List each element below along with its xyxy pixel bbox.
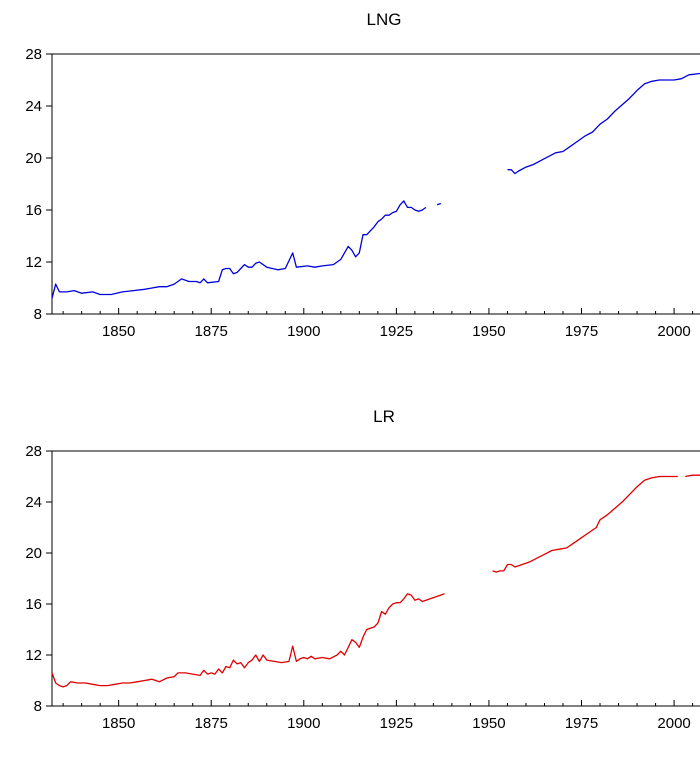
x-tick-label: 1850 xyxy=(102,715,135,732)
plot-frame xyxy=(51,53,700,315)
series-line-segment xyxy=(492,475,678,573)
x-tick-label: 2000 xyxy=(657,715,690,732)
y-tick-label: 12 xyxy=(25,254,42,271)
x-tick-label: 1950 xyxy=(472,715,505,732)
y-tick-label: 28 xyxy=(25,46,42,63)
x-tick-label: 1875 xyxy=(195,715,228,732)
x-tick-label: 1975 xyxy=(565,323,598,340)
x-tick-label: 1900 xyxy=(287,323,320,340)
chart-panel-lng: LNG 8 12 16 20 24 28 1850 1875 1900 1925 1950 1975 20… xyxy=(25,10,700,340)
series-line-segment xyxy=(51,593,445,688)
x-tick-label: 1950 xyxy=(472,323,505,340)
y-tick-label: 16 xyxy=(25,596,42,613)
plot-frame xyxy=(51,450,700,707)
x-tick-label: 1875 xyxy=(195,323,228,340)
x-tick-label: 1925 xyxy=(380,323,413,340)
x-tick-label: 2000 xyxy=(657,323,690,340)
y-tick-label: 12 xyxy=(25,647,42,664)
chart-title: LR xyxy=(373,407,395,426)
series-line-segment xyxy=(685,474,700,478)
series-line-segment xyxy=(51,200,427,299)
x-tick-label: 1850 xyxy=(102,323,135,340)
series-line-segment xyxy=(507,72,700,175)
x-tick-label: 1900 xyxy=(287,715,320,732)
x-tick-label: 1925 xyxy=(380,715,413,732)
y-tick-label: 8 xyxy=(34,698,42,715)
y-tick-label: 24 xyxy=(25,494,42,511)
chart-title: LNG xyxy=(367,10,402,29)
y-tick-label: 24 xyxy=(25,98,42,115)
y-tick-label: 16 xyxy=(25,202,42,219)
y-tick-label: 20 xyxy=(25,150,42,167)
x-tick-label: 1975 xyxy=(565,715,598,732)
y-tick-label: 20 xyxy=(25,545,42,562)
chart-panel-lr: LR 8 12 16 20 24 28 1850 1875 1900 1925 1950 1975 200… xyxy=(25,407,700,732)
y-tick-label: 8 xyxy=(34,306,42,323)
series-line-segment xyxy=(436,202,442,206)
y-tick-label: 28 xyxy=(25,443,42,460)
